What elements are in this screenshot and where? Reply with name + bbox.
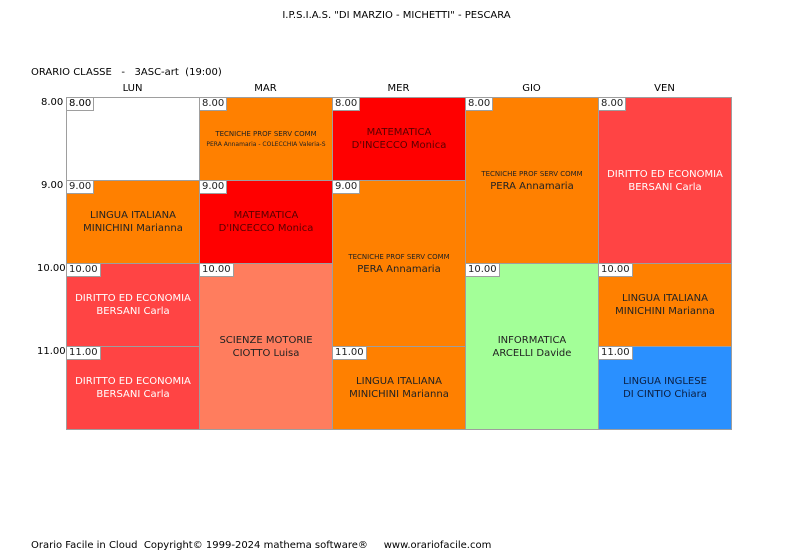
start-time-tag: 11.00 [599, 347, 633, 360]
lesson-cell[interactable]: 10.00 LINGUA ITALIANA MINICHINI Marianna [598, 263, 732, 347]
lesson-cell[interactable]: 11.00 LINGUA INGLESE DI CINTIO Chiara [598, 346, 732, 430]
teacher-label: D'INCECCO Monica [351, 140, 447, 151]
hour-label-10: 10.00 [37, 263, 66, 274]
lesson-cell[interactable]: 9.00 TECNICHE PROF SERV COMM PERA Annama… [332, 180, 466, 347]
lesson-cell[interactable]: 11.00 DIRITTO ED ECONOMIA BERSANI Carla [66, 346, 200, 430]
subject-label: MATEMATICA [233, 210, 299, 221]
lesson-cell[interactable]: 11.00 LINGUA ITALIANA MINICHINI Marianna [332, 346, 466, 430]
lesson-cell[interactable]: 10.00 SCIENZE MOTORIE CIOTTO Luisa [199, 263, 333, 430]
subject-label: LINGUA ITALIANA [90, 210, 176, 221]
start-time-tag: 9.00 [200, 181, 228, 194]
teacher-label: MINICHINI Marianna [349, 389, 449, 400]
teacher-label: D'INCECCO Monica [218, 223, 314, 234]
start-time-tag: 10.00 [599, 264, 633, 277]
day-header-gio: GIO [522, 83, 541, 94]
start-time-tag: 11.00 [333, 347, 367, 360]
start-time-tag: 8.00 [599, 98, 627, 111]
subject-label: TECNICHE PROF SERV COMM [348, 252, 450, 261]
subject-label: LINGUA ITALIANA [356, 376, 442, 387]
hour-label-8: 8.00 [41, 97, 64, 108]
hour-label-11: 11.00 [37, 346, 66, 357]
subject-label: TECNICHE PROF SERV COMM [215, 130, 317, 138]
subject-label: LINGUA INGLESE [623, 376, 707, 387]
subject-label: DIRITTO ED ECONOMIA [607, 168, 723, 180]
lesson-cell[interactable]: 10.00 DIRITTO ED ECONOMIA BERSANI Carla [66, 263, 200, 347]
teacher-label: PERA Annamaria [357, 263, 441, 275]
teacher-label: ARCELLI Davide [492, 347, 572, 359]
subject-label: DIRITTO ED ECONOMIA [75, 376, 191, 387]
lesson-cell[interactable]: 9.00 MATEMATICA D'INCECCO Monica [199, 180, 333, 264]
start-time-tag: 10.00 [466, 264, 500, 277]
lesson-cell[interactable]: 8.00 TECNICHE PROF SERV COMM PERA Annama… [199, 97, 333, 181]
subject-label: SCIENZE MOTORIE [219, 334, 313, 346]
teacher-label: DI CINTIO Chiara [623, 389, 707, 400]
start-time-tag: 10.00 [67, 264, 101, 277]
lesson-cell[interactable]: 10.00 INFORMATICA ARCELLI Davide [465, 263, 599, 430]
timetable-grid: 8.00 9.00 LINGUA ITALIANA MINICHINI Mari… [66, 97, 732, 430]
subject-label: DIRITTO ED ECONOMIA [75, 293, 191, 304]
class-label: ORARIO CLASSE - 3ASC-art (19:00) [31, 67, 222, 78]
start-time-tag: 11.00 [67, 347, 101, 360]
start-time-tag: 8.00 [67, 98, 95, 111]
lesson-cell[interactable]: 9.00 LINGUA ITALIANA MINICHINI Marianna [66, 180, 200, 264]
subject-label: LINGUA ITALIANA [622, 293, 708, 304]
start-time-tag: 8.00 [200, 98, 228, 111]
start-time-tag: 8.00 [466, 98, 494, 111]
day-header-ven: VEN [654, 83, 675, 94]
day-header-mar: MAR [254, 83, 277, 94]
teacher-label: PERA Annamaria - COLECCHIA Valeria-S [206, 141, 326, 148]
teacher-label: MINICHINI Marianna [83, 223, 183, 234]
subject-label: TECNICHE PROF SERV COMM [481, 169, 583, 178]
start-time-tag: 8.00 [333, 98, 361, 111]
teacher-label: PERA Annamaria [490, 180, 574, 192]
hour-label-9: 9.00 [41, 180, 64, 191]
school-title: I.P.S.I.A.S. "DI MARZIO - MICHETTI" - PE… [282, 10, 511, 21]
subject-label: INFORMATICA [497, 334, 567, 346]
teacher-label: BERSANI Carla [96, 306, 170, 317]
start-time-tag: 9.00 [67, 181, 95, 194]
lesson-cell-empty: 8.00 [66, 97, 200, 181]
teacher-label: BERSANI Carla [96, 389, 170, 400]
teacher-label: BERSANI Carla [628, 181, 702, 193]
start-time-tag: 10.00 [200, 264, 234, 277]
lesson-cell[interactable]: 8.00 DIRITTO ED ECONOMIA BERSANI Carla [598, 97, 732, 264]
lesson-cell[interactable]: 8.00 MATEMATICA D'INCECCO Monica [332, 97, 466, 181]
start-time-tag: 9.00 [333, 181, 361, 194]
subject-label: MATEMATICA [366, 127, 432, 138]
lesson-cell[interactable]: 8.00 TECNICHE PROF SERV COMM PERA Annama… [465, 97, 599, 264]
day-header-mer: MER [387, 83, 410, 94]
day-header-lun: LUN [122, 83, 143, 94]
teacher-label: MINICHINI Marianna [615, 306, 715, 317]
copyright-footer: Orario Facile in Cloud Copyright© 1999-2… [31, 540, 492, 551]
teacher-label: CIOTTO Luisa [232, 347, 300, 359]
